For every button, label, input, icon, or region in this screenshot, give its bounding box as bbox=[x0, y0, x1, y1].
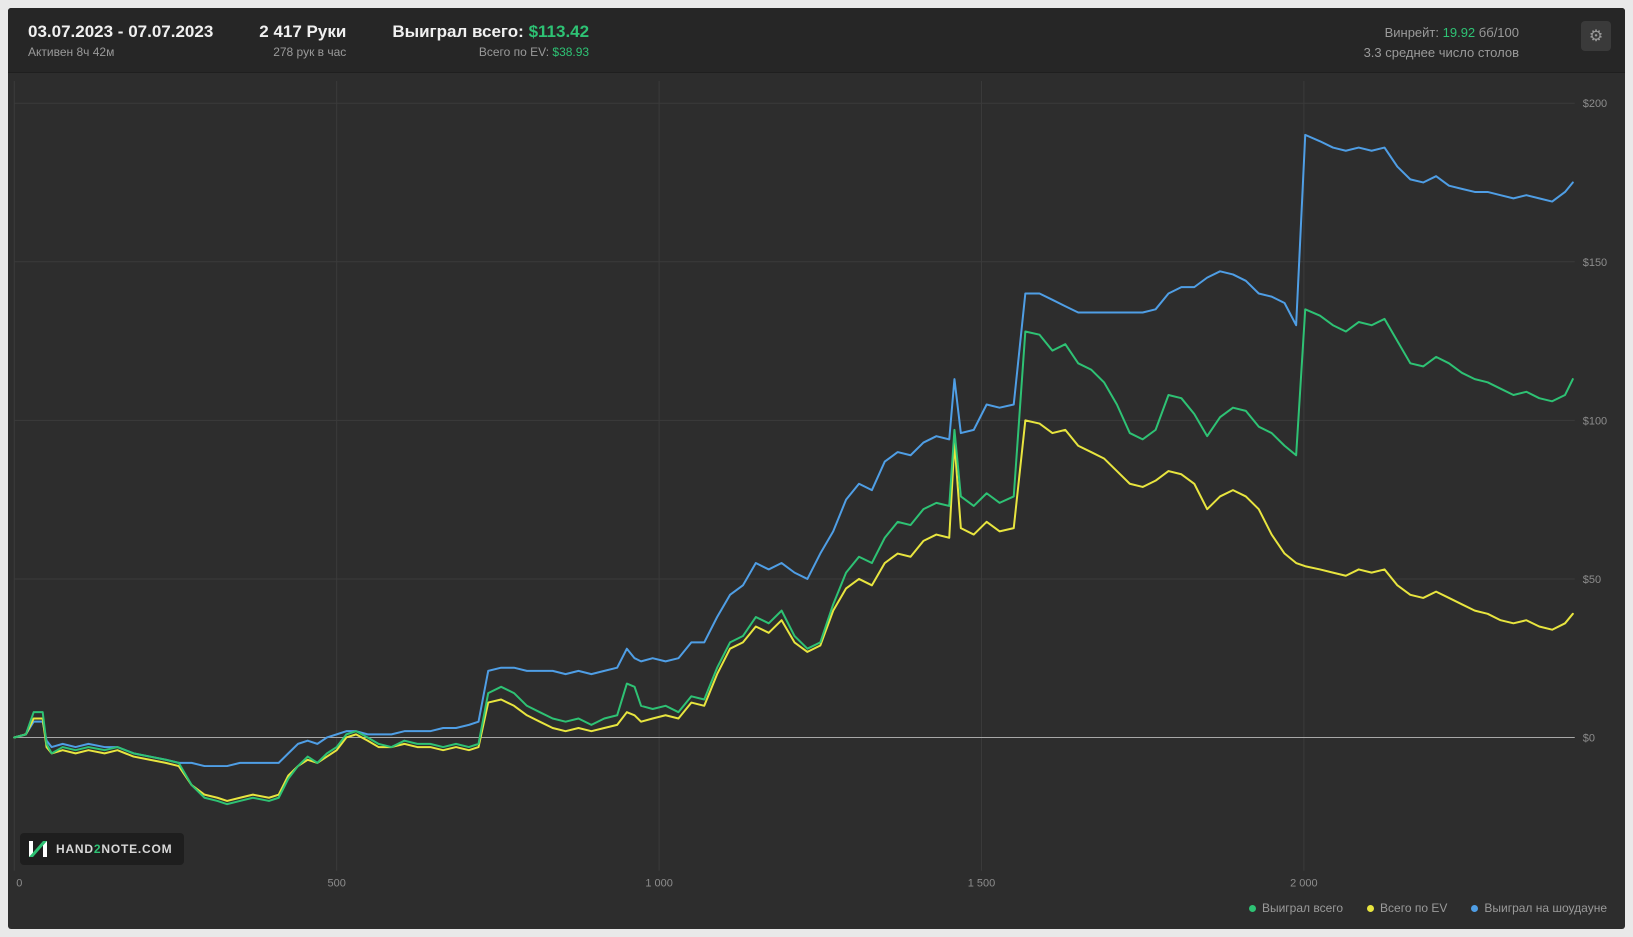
svg-text:1 500: 1 500 bbox=[968, 878, 996, 890]
svg-text:0: 0 bbox=[16, 878, 22, 890]
legend-label-showdown: Выиграл на шоудауне bbox=[1484, 901, 1607, 915]
hand2note-graph-window: 03.07.2023 - 07.07.2023 Активен 8ч 42м 2… bbox=[8, 8, 1625, 929]
winrate-value: 19.92 bbox=[1442, 25, 1476, 40]
ev-total-line: Всего по EV: $38.93 bbox=[392, 43, 589, 62]
winnings-block: Выиграл всего: $113.42 Всего по EV: $38.… bbox=[392, 21, 589, 62]
hand2note-logo-icon bbox=[29, 841, 47, 857]
hands-per-hour: 278 рук в час bbox=[273, 45, 347, 60]
hands-block: 2 417 Руки 278 рук в час bbox=[259, 21, 346, 62]
legend-label-ev-total: Всего по EV bbox=[1380, 901, 1448, 915]
won-total-value: $113.42 bbox=[528, 22, 590, 41]
hands-count: 2 417 Руки bbox=[259, 22, 347, 41]
legend-item-showdown[interactable]: Выиграл на шоудауне bbox=[1471, 901, 1607, 915]
date-range-block: 03.07.2023 - 07.07.2023 Активен 8ч 42м bbox=[28, 21, 213, 62]
legend-label-won-total: Выиграл всего bbox=[1261, 901, 1344, 915]
gear-icon: ⚙ bbox=[1588, 28, 1604, 45]
logo-text-before: HAND bbox=[56, 842, 94, 856]
svg-text:$0: $0 bbox=[1583, 733, 1595, 745]
logo-text-accent: 2 bbox=[93, 842, 102, 856]
avg-tables: 3.3 среднее число столов bbox=[1363, 44, 1519, 60]
logo-text-after: NOTE.COM bbox=[101, 842, 173, 856]
svg-text:1 000: 1 000 bbox=[645, 878, 673, 890]
legend-item-ev-total[interactable]: Всего по EV bbox=[1367, 901, 1447, 915]
svg-text:$100: $100 bbox=[1583, 416, 1607, 428]
svg-text:$200: $200 bbox=[1583, 98, 1607, 110]
won-total-label: Выиграл всего: bbox=[392, 22, 524, 41]
chart-area: 0 500 1 000 1 500 2 000 $0 $50 $100 $150 $200 HAN… bbox=[8, 73, 1625, 895]
hand2note-logo-text: HAND2NOTE.COM bbox=[56, 842, 172, 856]
ev-total-label: Всего по EV: bbox=[478, 45, 550, 60]
winrate-block: Винрейт: 19.92 бб/100 3.3 среднее число … bbox=[1364, 21, 1519, 62]
winrate-line: Винрейт: 19.92 бб/100 bbox=[1364, 23, 1519, 43]
winrate-label: Винрейт: bbox=[1384, 25, 1439, 40]
svg-text:$50: $50 bbox=[1583, 574, 1601, 586]
active-time: Активен 8ч 42м bbox=[28, 45, 115, 60]
legend-dot-showdown bbox=[1471, 904, 1479, 912]
won-total-line: Выиграл всего: $113.42 bbox=[392, 21, 589, 43]
legend-dot-won-total bbox=[1248, 904, 1256, 912]
svg-text:500: 500 bbox=[328, 878, 346, 890]
svg-text:2 000: 2 000 bbox=[1290, 878, 1318, 890]
ev-total-value: $38.93 bbox=[552, 45, 590, 60]
legend-dot-ev-total bbox=[1367, 904, 1375, 912]
svg-text:$150: $150 bbox=[1583, 257, 1607, 269]
winrate-units: бб/100 bbox=[1478, 25, 1519, 40]
winnings-chart[interactable]: 0 500 1 000 1 500 2 000 $0 $50 $100 $150 $200 bbox=[8, 73, 1625, 895]
chart-legend: Выиграл всего Всего по EV Выиграл на шоу… bbox=[8, 895, 1625, 929]
settings-button[interactable]: ⚙ bbox=[1581, 21, 1611, 51]
date-range: 03.07.2023 - 07.07.2023 bbox=[28, 22, 214, 41]
hand2note-logo: HAND2NOTE.COM bbox=[20, 833, 185, 865]
stats-header: 03.07.2023 - 07.07.2023 Активен 8ч 42м 2… bbox=[8, 8, 1625, 74]
legend-item-won-total[interactable]: Выиграл всего bbox=[1248, 901, 1344, 915]
